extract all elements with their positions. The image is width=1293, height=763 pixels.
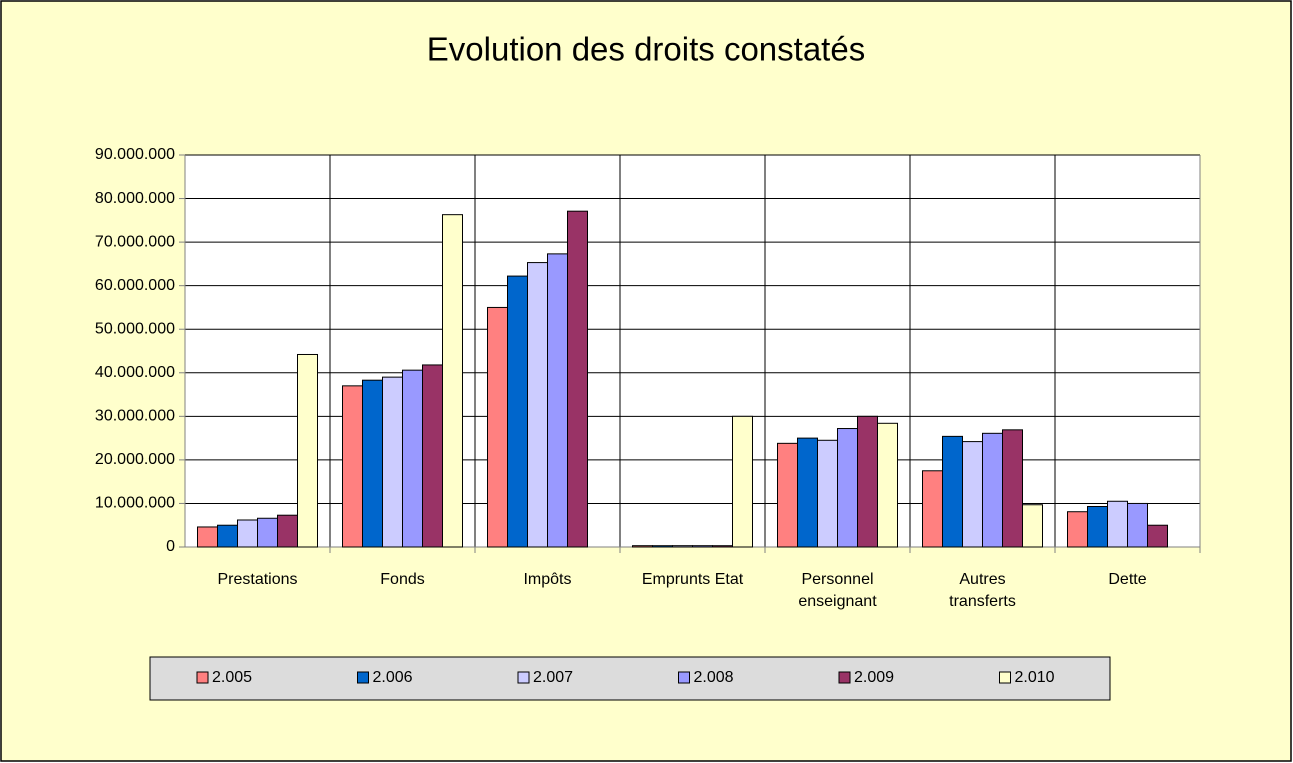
bar xyxy=(1067,511,1088,548)
x-tick-label: Emprunts Etat xyxy=(642,571,744,588)
plot-area xyxy=(185,155,1200,547)
bar xyxy=(567,210,588,548)
bar xyxy=(732,415,753,548)
bar xyxy=(257,517,278,548)
bar xyxy=(962,441,983,548)
bar xyxy=(1127,502,1148,548)
bar xyxy=(487,306,508,548)
legend-label: 2.010 xyxy=(1015,669,1055,686)
bar xyxy=(237,519,258,548)
x-tick-label: Dette xyxy=(1108,571,1146,588)
bar xyxy=(1002,429,1023,548)
y-tick-label: 30.000.000 xyxy=(95,408,175,425)
bar xyxy=(672,545,693,548)
legend-label: 2.009 xyxy=(854,669,894,686)
x-tick-label: Impôts xyxy=(523,571,571,588)
bar xyxy=(342,385,363,548)
bar xyxy=(922,470,943,548)
x-tick-label: Fonds xyxy=(380,571,424,588)
bar xyxy=(797,437,818,548)
legend-label: 2.006 xyxy=(373,669,413,686)
bar xyxy=(1107,500,1128,548)
legend-swatch xyxy=(678,671,690,684)
bar xyxy=(507,275,528,548)
x-tick-label: Prestations xyxy=(217,571,297,588)
y-tick-label: 80.000.000 xyxy=(95,190,175,207)
bar xyxy=(382,376,403,548)
legend-label: 2.007 xyxy=(533,669,573,686)
bar xyxy=(277,514,298,548)
bar xyxy=(1087,505,1108,548)
bar xyxy=(692,545,713,548)
y-tick-label: 70.000.000 xyxy=(95,233,175,250)
bar xyxy=(777,442,798,548)
bar xyxy=(877,422,898,548)
bar xyxy=(217,524,238,548)
bar xyxy=(297,353,318,548)
legend-swatch xyxy=(517,671,530,684)
legend-label: 2.005 xyxy=(212,669,252,686)
legend-swatch xyxy=(357,671,369,684)
bar xyxy=(527,262,548,548)
y-tick-label: 10.000.000 xyxy=(95,495,175,512)
bar xyxy=(632,545,653,548)
bar xyxy=(857,415,878,548)
legend-swatch xyxy=(196,671,209,684)
bar xyxy=(442,214,463,548)
bar xyxy=(547,253,568,548)
legend-swatch xyxy=(999,671,1011,684)
x-tick-label: Autres transferts xyxy=(949,571,1016,610)
bar xyxy=(712,545,733,548)
y-tick-label: 50.000.000 xyxy=(95,320,175,337)
bar xyxy=(402,369,423,548)
bar xyxy=(817,439,838,548)
y-tick-label: 20.000.000 xyxy=(95,451,175,468)
legend xyxy=(149,656,1111,701)
bar xyxy=(197,526,218,548)
bar xyxy=(422,364,443,548)
bar xyxy=(1022,504,1043,548)
bar xyxy=(942,435,963,548)
bar xyxy=(837,428,858,548)
y-tick-label: 0 xyxy=(166,538,175,555)
bar xyxy=(652,545,673,548)
y-tick-label: 90.000.000 xyxy=(95,146,175,163)
x-tick-label: Personnel enseignant xyxy=(798,571,877,610)
legend-swatch xyxy=(838,671,851,684)
bar xyxy=(1147,524,1168,548)
y-tick-label: 60.000.000 xyxy=(95,277,175,294)
bar xyxy=(362,379,383,548)
bar xyxy=(982,432,1003,548)
y-tick-label: 40.000.000 xyxy=(95,364,175,381)
legend-label: 2.008 xyxy=(694,669,734,686)
chart-title: Evolution des droits constatés xyxy=(427,31,865,68)
